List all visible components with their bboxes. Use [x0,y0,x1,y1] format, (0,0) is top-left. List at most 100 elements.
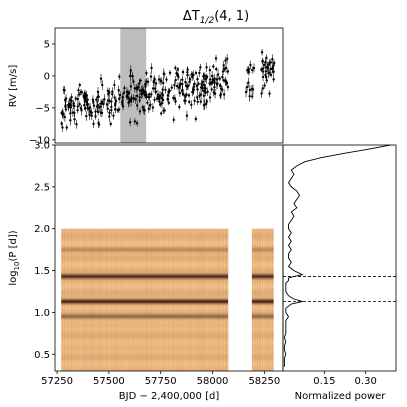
rv-point [174,97,177,106]
rv-marker [160,92,164,95]
rv-marker [203,74,207,78]
periodogram-streak [160,228,162,371]
periodogram-streak [202,228,205,371]
rv-marker [170,86,174,89]
rv-marker [121,102,124,106]
rv-point [109,121,112,127]
rv-point [190,100,193,110]
periodogram-streak [185,228,187,371]
rv-point [199,98,203,105]
rv-marker [87,107,91,111]
rv-point [263,82,266,89]
periodogram-streak [108,228,110,371]
rv-point [95,97,98,103]
rv-point [203,72,207,79]
rv-panel: −10 −5 0 5 RV [m/s] [8,27,284,146]
rv-marker [106,107,109,110]
rv-point [152,79,155,86]
periodogram-ytick-label: 1.5 [34,266,50,277]
rv-marker [261,75,265,79]
periodogram-streak [73,228,75,371]
rv-point [68,96,72,103]
rv-marker [63,89,66,92]
rv-marker [138,110,142,113]
rv-point [101,80,104,90]
rv-point [199,63,202,71]
rv-point [203,99,206,110]
rv-marker [108,111,111,115]
rv-marker [63,98,67,102]
rv-marker [113,96,116,99]
rv-point [212,64,215,69]
periodogram-streak [259,228,261,371]
rv-point [129,70,132,82]
periodogram-streak [71,228,73,371]
rv-marker [208,78,212,81]
rv-point [76,103,79,110]
rv-marker [248,95,251,98]
periodogram-streak [153,228,155,371]
rv-point [151,103,155,113]
rv-marker [133,120,137,123]
rv-point [128,96,132,103]
rv-point [193,80,196,88]
periodogram-streak [210,228,212,371]
periodogram-streak [123,228,125,371]
ylabel-subscript: 10 [13,262,21,271]
rv-point [65,124,68,131]
rv-point [252,63,256,73]
rv-marker [204,87,207,90]
rv-point [113,80,116,90]
rv-point [158,91,162,100]
rv-marker [161,81,165,85]
periodogram-streak [217,228,220,371]
periodogram-y-ticks: 0.5 1.0 1.5 2.0 2.5 3.0 [34,141,55,361]
periodogram-data-blocks [61,228,274,371]
rv-point [154,89,158,95]
periodogram-streak [66,228,68,371]
rv-point [213,77,216,89]
rv-point [178,104,181,110]
rv-marker [163,73,166,76]
rv-marker [221,75,224,79]
rv-point [157,74,161,85]
rv-marker [202,94,206,98]
rv-point [220,86,223,92]
rv-marker [78,83,82,87]
rv-marker [113,83,116,87]
rv-point [117,94,121,104]
periodogram-block-1 [61,228,229,371]
power-x-ticks: 0.15 0.30 [313,371,377,387]
rv-point [249,60,252,70]
rv-marker [167,90,170,93]
rv-marker [73,104,76,108]
rv-point [208,65,212,75]
rv-marker [95,105,99,108]
rv-marker [75,123,78,126]
rv-point [90,108,93,118]
rv-marker [113,104,117,107]
rv-point [164,85,167,94]
periodogram-ytick-label: 1.0 [34,308,50,319]
rv-marker [211,78,215,81]
rv-point [250,93,254,100]
rv-marker [184,80,187,84]
rv-point [197,81,200,87]
rv-point [196,75,199,83]
periodogram-streak [110,228,113,371]
rv-point [193,96,196,106]
rv-marker [128,98,132,101]
rv-marker [188,100,191,104]
rv-point [153,96,156,104]
rv-marker [220,87,223,91]
rv-marker [215,67,218,71]
rv-marker [68,98,72,101]
rv-point [215,79,219,90]
rv-point [224,56,227,65]
rv-point [110,97,113,106]
rv-point [77,87,80,94]
rv-marker [159,79,163,83]
rv-point [132,95,135,103]
rv-marker [129,74,132,78]
rv-marker [172,118,175,122]
